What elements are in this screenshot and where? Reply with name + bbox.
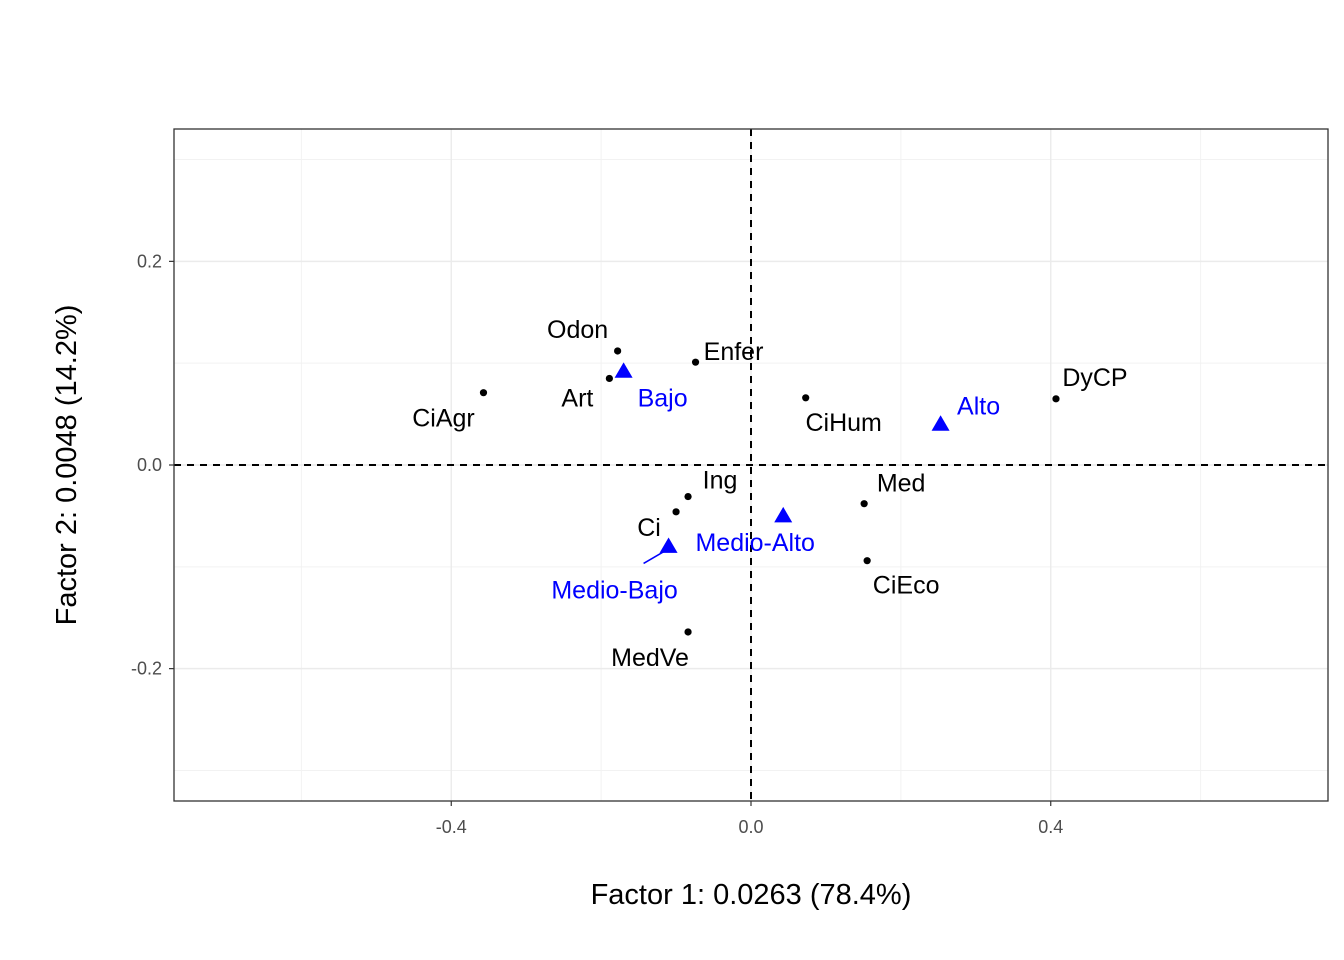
label-alto: Alto xyxy=(957,392,1000,420)
label-odon: Odon xyxy=(547,316,608,344)
label-enfer: Enfer xyxy=(704,338,764,366)
point-art xyxy=(605,374,613,383)
x-tick-label: -0.4 xyxy=(436,817,467,837)
y-tick-label: 0.0 xyxy=(137,455,162,475)
x-axis-title: Factor 1: 0.0263 (78.4%) xyxy=(591,879,912,911)
x-tick-label: 0.4 xyxy=(1038,817,1063,837)
point-alto xyxy=(931,415,950,431)
y-tick-label: -0.2 xyxy=(131,659,162,679)
label-ci: Ci xyxy=(637,514,661,542)
label-medio-bajo: Medio-Bajo xyxy=(551,576,677,604)
point-labels: Odon Enfer Art CiAgr CiHum DyCP Ing Med Ci CiEco M… xyxy=(412,316,1127,672)
label-bajo: Bajo xyxy=(638,384,688,412)
point-bajo xyxy=(614,362,633,378)
label-ciagr: CiAgr xyxy=(412,405,475,433)
point-ing xyxy=(684,492,692,501)
label-dycp: DyCP xyxy=(1062,364,1127,392)
label-ing: Ing xyxy=(703,467,738,495)
label-cihum: CiHum xyxy=(805,409,881,437)
x-tick-label: 0.0 xyxy=(738,817,763,837)
point-cieco xyxy=(863,557,871,565)
label-cieco: CiEco xyxy=(873,572,940,600)
point-medio-bajo xyxy=(659,537,678,553)
label-med: Med xyxy=(877,470,926,498)
point-med xyxy=(860,500,868,508)
axis-ticks: -0.4 0.0 0.4 -0.2 0.0 0.2 xyxy=(131,251,1063,837)
label-medio-alto: Medio-Alto xyxy=(695,529,815,557)
reference-lines xyxy=(174,129,1328,801)
y-tick-label: 0.2 xyxy=(137,251,162,271)
point-enfer xyxy=(691,358,700,366)
label-medve: MedVe xyxy=(611,644,689,672)
point-medve xyxy=(684,628,692,636)
y-axis-title: Factor 2: 0.0048 (14.2%) xyxy=(51,305,83,626)
point-dycp xyxy=(1052,395,1060,403)
point-medio-alto xyxy=(774,506,793,523)
data-points xyxy=(479,347,1060,636)
point-cihum xyxy=(802,394,810,402)
point-ci xyxy=(672,508,680,516)
point-ciagr xyxy=(479,389,488,397)
point-odon xyxy=(614,347,622,355)
label-art: Art xyxy=(561,384,593,412)
